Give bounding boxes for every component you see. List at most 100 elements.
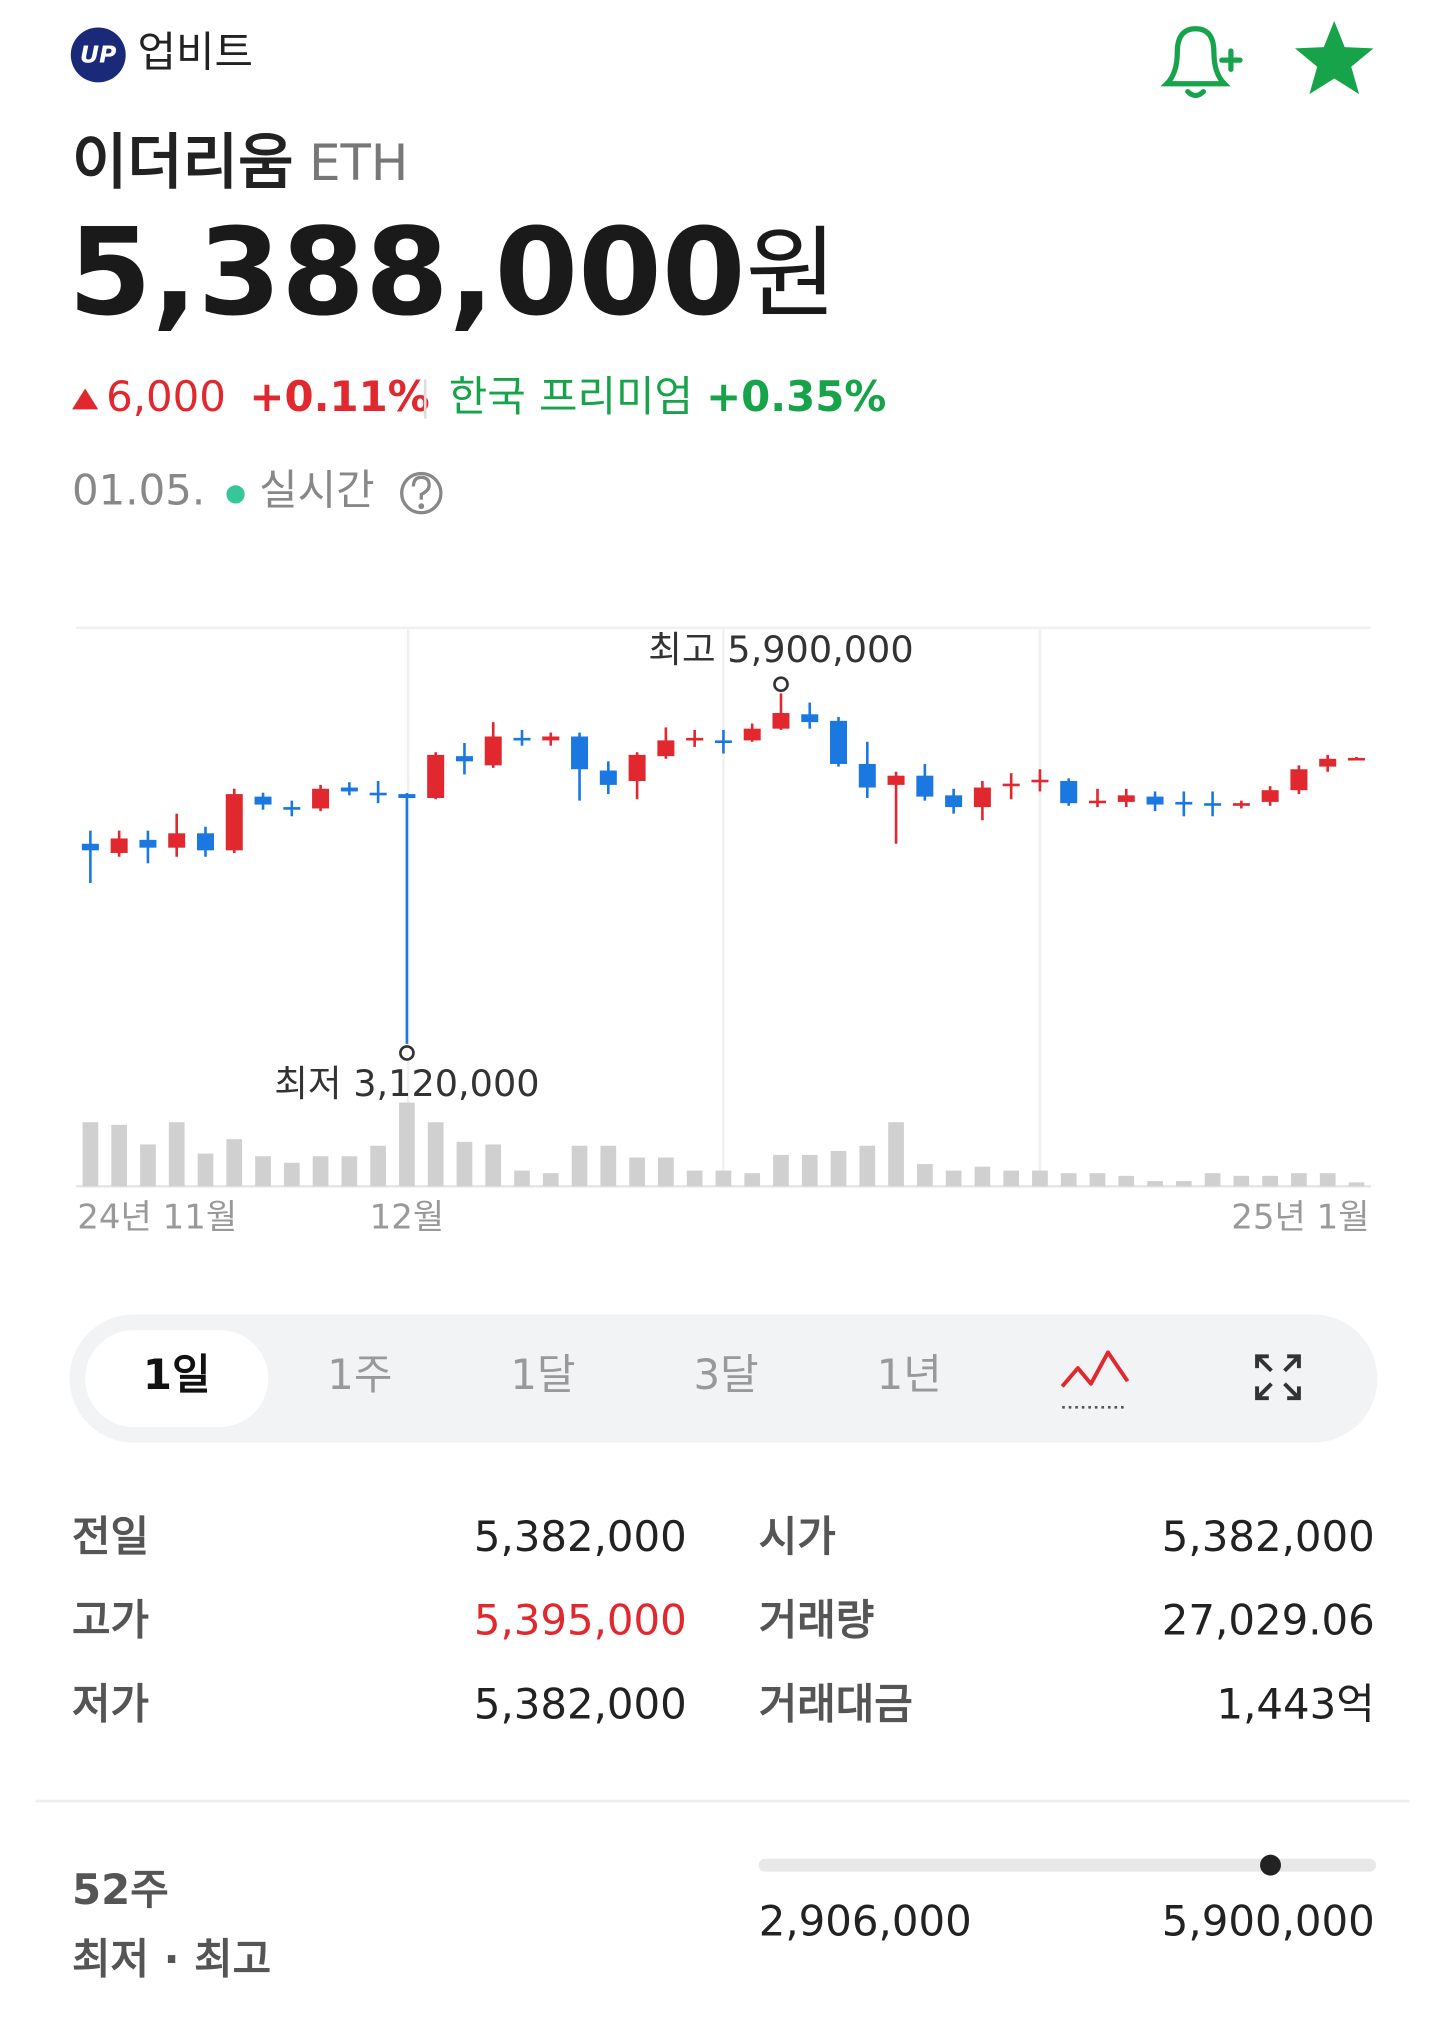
candle-body [139,839,157,848]
range-subtitle: 최저 · 최고 [72,1934,271,1983]
candle-body [110,838,128,853]
change-value: 6,000 [106,371,226,420]
period-tab[interactable]: 1달 [510,1350,575,1399]
candle-body [1088,800,1106,804]
candle-body [283,807,301,810]
candle-body [743,728,761,741]
candle-body [1232,803,1250,806]
candle-body [1002,783,1020,787]
candle-body [1319,758,1337,767]
brand: 업비트 [137,27,253,76]
period-tab[interactable]: 1일 [143,1350,211,1399]
alert-button[interactable] [1160,26,1243,99]
candle-body [973,787,991,808]
x-tick-label: 25년 1월 [1231,1197,1369,1237]
candle-body [801,714,819,723]
stat-value: 5,395,000 [474,1596,687,1645]
volume-bar [571,1145,588,1187]
volume-bar [658,1157,674,1187]
help-icon[interactable] [400,471,443,515]
volume-bar [514,1170,530,1187]
volume-bar [801,1154,818,1187]
logo [70,27,126,83]
stat-label: 거래량 [759,1596,875,1645]
fullscreen-button[interactable] [1255,1354,1301,1401]
candle-body [772,713,790,729]
volume-bar [370,1145,386,1187]
candle-body [513,737,531,741]
price-unit: 원 [746,218,837,333]
chart-type-button[interactable] [1060,1350,1130,1409]
chart: 최고 5,900,000 최저 3,120,000 24년 11월 12월 25년 1월 [75,626,1371,1237]
volume-bar [226,1139,243,1187]
low-marker [399,1045,415,1061]
volume-bar [111,1124,128,1187]
volume-bar [456,1141,473,1187]
high-label: 최고 5,900,000 [648,628,913,671]
volume-bar [1319,1173,1336,1187]
candle-body [830,720,848,764]
candle-body [398,794,416,799]
volume-bar [974,1166,991,1187]
volume-bar [1118,1175,1135,1187]
stat-value: 5,382,000 [474,1679,687,1728]
candle-body [945,795,963,808]
candle-body [1060,780,1078,804]
coin-name: 이더리움 ETH [72,128,408,198]
candle-body [1290,769,1308,791]
x-tick-label: 24년 11월 [77,1197,237,1237]
up-arrow [72,388,99,410]
volume-bar [1032,1170,1048,1187]
stat-label: 저가 [72,1679,149,1728]
range-title: 52주 [72,1865,169,1914]
volume-bar [1060,1173,1077,1187]
volume-bar [916,1164,933,1187]
period-tab[interactable]: 3달 [693,1350,758,1399]
candle-body [686,737,704,741]
candle-body [168,833,186,848]
volume-bar [715,1170,732,1187]
volume-bar [312,1156,329,1187]
volume-bar [859,1145,876,1187]
selected-tab [85,1330,269,1427]
stats: 전일 5,382,000 시가 5,382,000 고가 5,395,000 거래량 27,0… [72,1512,1375,1728]
coin-symbol: ETH [309,134,408,192]
candle-body [81,843,99,851]
change-rate: +0.11% [249,371,429,420]
candle-body [1031,779,1049,783]
volume-bar [255,1156,271,1187]
volume-bar [82,1122,99,1187]
volume-bar [197,1153,214,1187]
volume-bar [830,1150,847,1187]
volume-bar [600,1145,617,1187]
stat-label: 고가 [72,1596,149,1645]
volume-bar [1204,1173,1221,1187]
range-track [758,1858,1377,1872]
period-tab[interactable]: 1년 [877,1350,942,1399]
candle-body [1117,795,1135,802]
volume-bar [427,1122,444,1187]
candle-body [312,788,330,809]
candle-body [571,736,589,770]
candle-body [599,770,617,785]
stat-value: 5,382,000 [474,1512,687,1561]
tabs: 1일 1주 1달 3달 1년 [143,1350,942,1399]
stat-value: 1,443억 [1216,1679,1374,1728]
volume-bar [1262,1175,1278,1187]
favorite-button[interactable] [1294,20,1374,95]
x-tick-label: 12월 [370,1197,445,1237]
range-marker [1260,1854,1281,1876]
logo-text: UP [80,41,116,69]
price: 5,388,000원 [68,203,837,343]
low-label: 최저 3,120,000 [274,1062,539,1105]
volume-bar [341,1156,358,1187]
stat-value: 27,029.06 [1162,1596,1375,1645]
range-low: 2,906,000 [759,1896,972,1945]
candle-body [887,775,905,785]
candle-body [484,736,502,766]
candle-body [542,736,560,741]
volume-bar [1089,1173,1106,1187]
candle-body [427,754,445,799]
period-tab[interactable]: 1주 [327,1350,392,1399]
candle-body [1261,790,1279,802]
